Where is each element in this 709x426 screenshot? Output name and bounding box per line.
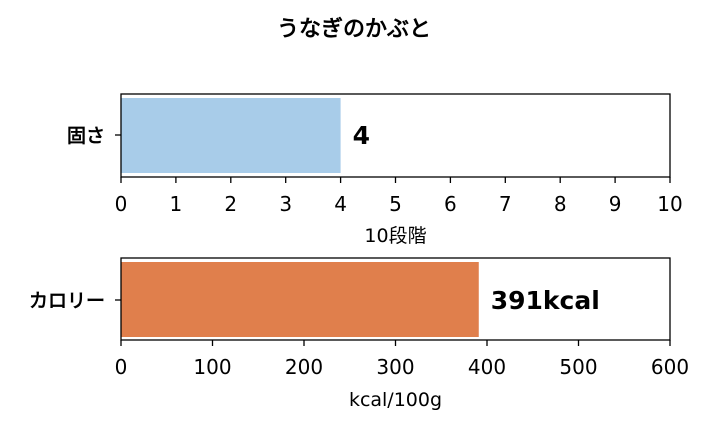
hardness-category-label: 固さ	[67, 125, 105, 147]
hardness-x-tick-label: 4	[334, 192, 347, 216]
calorie-value-label: 391kcal	[491, 286, 600, 315]
chart-title: うなぎのかぶと	[277, 16, 431, 42]
calorie-x-tick-label: 400	[468, 355, 506, 379]
calorie-panel: カロリー 0 100 200 300 400 500 600 kcal/100g 391kcal	[29, 257, 689, 411]
calorie-x-tick-label: 200	[285, 355, 323, 379]
calorie-x-tick-label: 500	[559, 355, 597, 379]
hardness-x-tick-label: 10	[657, 192, 682, 216]
hardness-x-tick-label: 3	[279, 192, 292, 216]
calorie-bar	[121, 262, 479, 337]
hardness-x-tick-label: 2	[224, 192, 237, 216]
hardness-x-tick-label: 6	[444, 192, 457, 216]
hardness-panel: 固さ 0 1 2 3 4 5 6 7 8 9 10 10段階 4	[67, 93, 683, 247]
calorie-category-label: カロリー	[29, 290, 105, 312]
hardness-x-tick-label: 8	[554, 192, 567, 216]
calorie-x-tick-label: 600	[651, 355, 689, 379]
hardness-x-axis-label: 10段階	[364, 225, 426, 247]
hardness-x-tick-label: 9	[609, 192, 622, 216]
hardness-x-tick-label: 0	[115, 192, 128, 216]
hardness-x-tick-label: 5	[389, 192, 402, 216]
hardness-x-tick-label: 1	[170, 192, 183, 216]
calorie-x-tick-label: 0	[115, 355, 128, 379]
hardness-value-label: 4	[353, 121, 370, 150]
calorie-x-tick-label: 300	[376, 355, 414, 379]
hardness-x-tick-label: 7	[499, 192, 512, 216]
hardness-bar	[121, 98, 341, 173]
calorie-x-axis-label: kcal/100g	[349, 389, 442, 411]
calorie-x-tick-label: 100	[193, 355, 231, 379]
